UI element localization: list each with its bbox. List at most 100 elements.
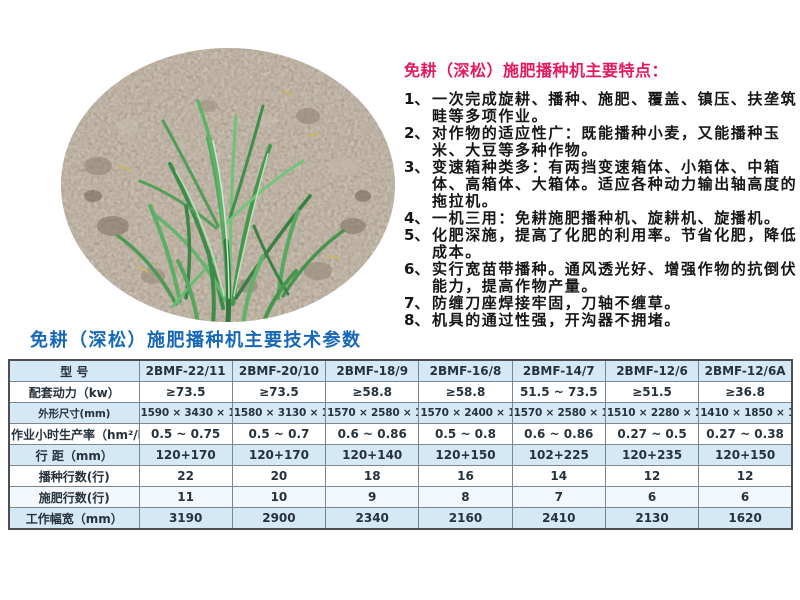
- feature-item: 8、 机具的通过性强，开沟器不拥堵。: [404, 312, 798, 329]
- spec-value-cell: 2130: [604, 507, 700, 530]
- spec-header-row: 型 号 2BMF-22/11 2BMF-20/10 2BMF-18/9 2BMF…: [8, 359, 793, 382]
- model-header-cell: 2BMF-14/7: [511, 359, 606, 382]
- feature-item: 2、 对作物的适应性广：既能播种小麦，又能播种玉米、大豆等多种作物。: [404, 125, 798, 159]
- specs-table: 型 号 2BMF-22/11 2BMF-20/10 2BMF-18/9 2BMF…: [8, 359, 793, 530]
- grass-blades: [116, 99, 345, 322]
- spec-value-cell: 0.5 ~ 0.8: [418, 423, 513, 445]
- spec-value-cell: 8: [418, 486, 513, 508]
- spec-value-cell: 0.5 ~ 0.75: [138, 423, 233, 445]
- feature-text: 实行宽苗带播种。通风透光好、增强作物的抗倒伏能力，提高作物产量。: [432, 260, 798, 295]
- spec-value-cell: 11: [138, 486, 233, 508]
- feature-item: 4、 一机三用：免耕施肥播种机、旋耕机、旋播机。: [404, 210, 798, 227]
- feature-number: 4、: [404, 209, 430, 227]
- spec-value-cell: ≥58.8: [418, 381, 513, 403]
- spec-value-cell: 10: [231, 486, 327, 508]
- soil-clods: [84, 100, 371, 293]
- feature-text: 机具的通过性强，开沟器不拥堵。: [432, 311, 682, 329]
- feature-text: 化肥深施，提高了化肥的利用率。节省化肥，降低成本。: [432, 226, 798, 261]
- feature-text: 防缠刀座焊接牢固，刀轴不缠草。: [432, 294, 682, 312]
- spec-value-cell: 7: [511, 486, 606, 508]
- feature-number: 5、: [404, 226, 430, 244]
- feature-text: 一机三用：免耕施肥播种机、旋耕机、旋播机。: [432, 209, 781, 227]
- spec-value-cell: 2900: [231, 507, 327, 530]
- spec-value-cell: 12: [698, 465, 793, 487]
- spec-value-cell: 9: [325, 486, 420, 508]
- straw-bits: [117, 90, 341, 273]
- feature-item: 5、 化肥深施，提高了化肥的利用率。节省化肥，降低成本。: [404, 227, 798, 261]
- spec-value-cell: 1620: [698, 507, 793, 530]
- spec-value-cell: 1410 × 1850 × 1160: [698, 402, 793, 424]
- model-header-cell: 2BMF-12/6: [604, 359, 700, 382]
- spec-value-cell: 14: [511, 465, 606, 487]
- photo-clip-group: [61, 48, 395, 322]
- spec-value-cell: 0.6 ~ 0.86: [511, 423, 606, 445]
- spec-value-cell: 120+170: [231, 444, 327, 466]
- spec-value-cell: 120+140: [325, 444, 420, 466]
- spec-value-cell: 1570 × 2580 × 1150: [511, 402, 606, 424]
- spec-row-spacing: 行 距（mm） 120+170 120+170 120+140 120+150 …: [8, 444, 793, 466]
- spec-value-cell: 22: [138, 465, 233, 487]
- features-section: 免耕（深松）施肥播种机主要特点： 1、 一次完成旋耕、播种、施肥、覆盖、镇压、扶…: [404, 57, 798, 329]
- spec-value-cell: 6: [698, 486, 793, 508]
- spec-value-cell: 6: [604, 486, 700, 508]
- spec-value-cell: 120+150: [418, 444, 513, 466]
- feature-number: 8、: [404, 311, 430, 329]
- model-header-cell: 2BMF-18/9: [325, 359, 420, 382]
- spec-value-cell: ≥36.8: [698, 381, 793, 403]
- spec-col-header: 型 号: [8, 359, 140, 382]
- spec-value-cell: 0.27 ~ 0.38: [698, 423, 793, 445]
- spec-value-cell: 12: [604, 465, 700, 487]
- spec-value-cell: 102+225: [511, 444, 606, 466]
- spec-value-cell: 1510 × 2280 × 1230: [604, 402, 700, 424]
- spec-row-label: 施肥行数(行): [8, 486, 140, 508]
- feature-text: 对作物的适应性广：既能播种小麦，又能播种玉米、大豆等多种作物。: [432, 124, 781, 159]
- feature-item: 6、 实行宽苗带播种。通风透光好、增强作物的抗倒伏能力，提高作物产量。: [404, 261, 798, 295]
- spec-value-cell: 2410: [511, 507, 606, 530]
- spec-value-cell: 120+170: [138, 444, 233, 466]
- spec-value-cell: 120+235: [604, 444, 700, 466]
- seedlings-photo: [61, 48, 395, 322]
- spec-value-cell: ≥51.5: [604, 381, 700, 403]
- feature-item: 1、 一次完成旋耕、播种、施肥、覆盖、镇压、扶垄筑畦等多项作业。: [404, 91, 798, 125]
- features-list: 1、 一次完成旋耕、播种、施肥、覆盖、镇压、扶垄筑畦等多项作业。 2、 对作物的…: [404, 91, 798, 329]
- spec-value-cell: 1570 × 2580 × 1150: [325, 402, 420, 424]
- spec-row-label: 外形尺寸(mm): [8, 402, 140, 424]
- spec-value-cell: ≥73.5: [138, 381, 233, 403]
- spec-value-cell: 0.27 ~ 0.5: [604, 423, 700, 445]
- model-header-cell: 2BMF-16/8: [418, 359, 513, 382]
- spec-value-cell: 18: [325, 465, 420, 487]
- spec-row-label: 作业小时生产率（hm²/h）: [8, 423, 140, 445]
- feature-item: 7、 防缠刀座焊接牢固，刀轴不缠草。: [404, 295, 798, 312]
- spec-value-cell: 1590 × 3430 × 1400: [138, 402, 233, 424]
- feature-number: 3、: [404, 158, 430, 176]
- spec-row-dimensions: 外形尺寸(mm) 1590 × 3430 × 1400 1580 × 3130 …: [8, 402, 793, 424]
- spec-value-cell: 3190: [138, 507, 233, 530]
- spec-value-cell: ≥73.5: [231, 381, 327, 403]
- spec-value-cell: 1580 × 3130 × 1400: [231, 402, 327, 424]
- feature-number: 6、: [404, 260, 430, 278]
- feature-item: 3、 变速箱种类多：有两挡变速箱体、小箱体、中箱体、高箱体、大箱体。适应各种动力…: [404, 159, 798, 210]
- spec-value-cell: 1570 × 2400 × 1150: [418, 402, 513, 424]
- feature-text: 变速箱种类多：有两挡变速箱体、小箱体、中箱体、高箱体、大箱体。适应各种动力输出轴…: [432, 158, 798, 210]
- spec-value-cell: 20: [231, 465, 327, 487]
- spec-value-cell: ≥58.8: [325, 381, 420, 403]
- features-title: 免耕（深松）施肥播种机主要特点：: [404, 61, 669, 80]
- spec-value-cell: 51.5 ~ 73.5: [511, 381, 606, 403]
- spec-row-label: 工作幅宽（mm）: [8, 507, 140, 530]
- model-header-cell: 2BMF-22/11: [138, 359, 233, 382]
- spec-row-working-width: 工作幅宽（mm） 3190 2900 2340 2160 2410 2130 1…: [8, 507, 793, 530]
- model-header-cell: 2BMF-12/6A: [698, 359, 793, 382]
- spec-row-fert-rows: 施肥行数(行) 11 10 9 8 7 6 6: [8, 486, 793, 508]
- spec-row-label: 播种行数(行): [8, 465, 140, 487]
- specs-title: 免耕（深松）施肥播种机主要技术参数: [30, 330, 362, 351]
- feature-number: 1、: [404, 90, 430, 108]
- feature-text: 一次完成旋耕、播种、施肥、覆盖、镇压、扶垄筑畦等多项作业。: [432, 90, 798, 125]
- spec-value-cell: 120+150: [698, 444, 793, 466]
- spec-value-cell: 2160: [418, 507, 513, 530]
- spec-row-label: 配套动力（kw）: [8, 381, 140, 403]
- spec-row-productivity: 作业小时生产率（hm²/h） 0.5 ~ 0.75 0.5 ~ 0.7 0.6 …: [8, 423, 793, 445]
- spec-value-cell: 2340: [325, 507, 420, 530]
- spec-row-power: 配套动力（kw） ≥73.5 ≥73.5 ≥58.8 ≥58.8 51.5 ~ …: [8, 381, 793, 403]
- model-header-cell: 2BMF-20/10: [231, 359, 327, 382]
- feature-number: 7、: [404, 294, 430, 312]
